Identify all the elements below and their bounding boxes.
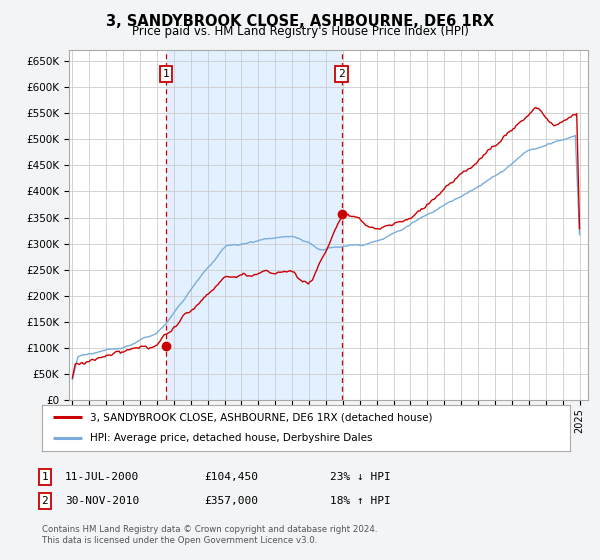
Text: 11-JUL-2000: 11-JUL-2000 [65, 472, 139, 482]
Text: £104,450: £104,450 [204, 472, 258, 482]
Text: 2: 2 [41, 496, 49, 506]
Text: 30-NOV-2010: 30-NOV-2010 [65, 496, 139, 506]
Text: Price paid vs. HM Land Registry's House Price Index (HPI): Price paid vs. HM Land Registry's House … [131, 25, 469, 38]
Text: 2: 2 [338, 69, 345, 79]
Text: 18% ↑ HPI: 18% ↑ HPI [329, 496, 391, 506]
Text: HPI: Average price, detached house, Derbyshire Dales: HPI: Average price, detached house, Derb… [89, 433, 372, 444]
Text: Contains HM Land Registry data © Crown copyright and database right 2024.
This d: Contains HM Land Registry data © Crown c… [42, 525, 377, 545]
Text: 1: 1 [41, 472, 49, 482]
Text: 3, SANDYBROOK CLOSE, ASHBOURNE, DE6 1RX (detached house): 3, SANDYBROOK CLOSE, ASHBOURNE, DE6 1RX … [89, 412, 432, 422]
Bar [166, 50, 341, 400]
Text: 3, SANDYBROOK CLOSE, ASHBOURNE, DE6 1RX: 3, SANDYBROOK CLOSE, ASHBOURNE, DE6 1RX [106, 14, 494, 29]
Text: 1: 1 [163, 69, 169, 79]
Text: £357,000: £357,000 [204, 496, 258, 506]
Text: 23% ↓ HPI: 23% ↓ HPI [329, 472, 391, 482]
